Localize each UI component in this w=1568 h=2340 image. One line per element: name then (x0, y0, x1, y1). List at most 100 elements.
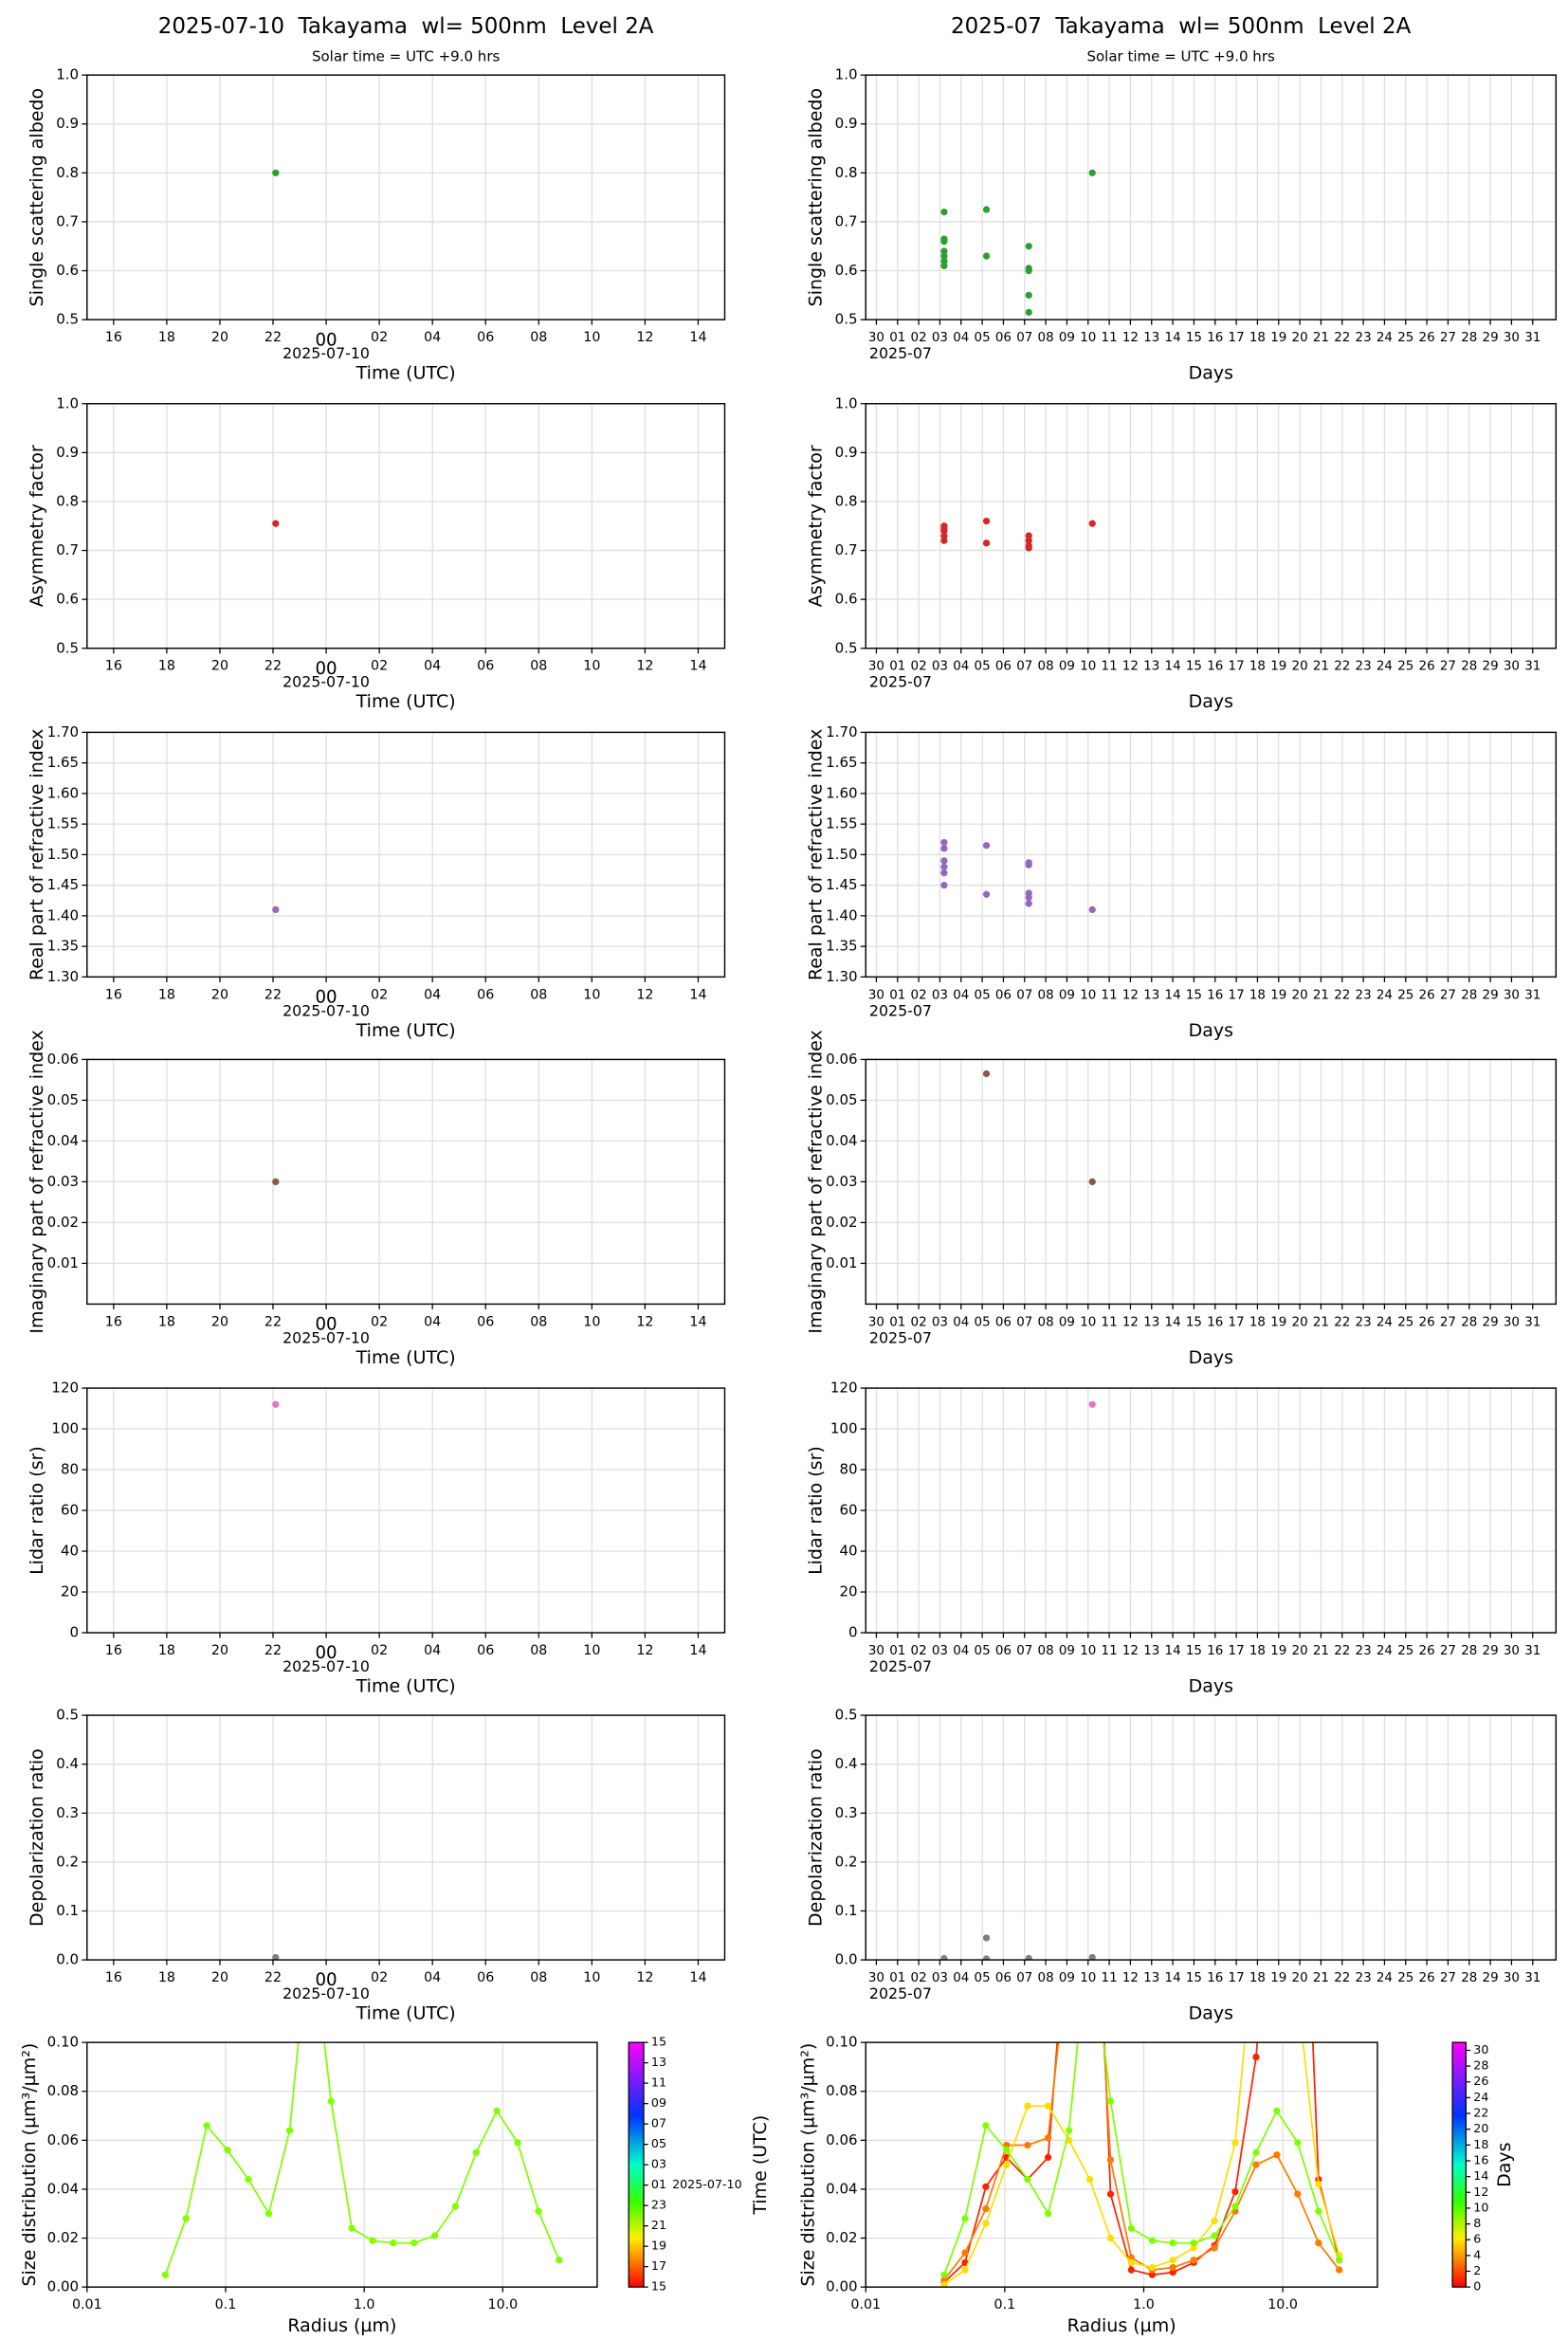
x-axis-label: Time (UTC) (356, 1347, 456, 1368)
colorbar-tick-label: 30 (1473, 2042, 1488, 2057)
x-tick-label: 27 (1440, 988, 1456, 1002)
x-tick-label: 31 (1524, 988, 1541, 1002)
x-tick-label: 01 (889, 660, 905, 674)
x-tick-label: 16 (105, 1970, 122, 1985)
point (1211, 2217, 1218, 2225)
y-tick-label: 1.0 (835, 66, 858, 83)
x-tick-label: 14 (689, 1643, 706, 1658)
y-tick-label: 0 (848, 1624, 858, 1641)
x-tick-label: 06 (995, 331, 1012, 345)
axes-frame (86, 1387, 726, 1634)
point (982, 2122, 990, 2130)
x-tick-label: 26 (1419, 660, 1435, 674)
line (943, 2042, 1340, 2280)
x-annotation: 2025-07-10 (283, 673, 370, 691)
y-tick-label: 0.7 (835, 541, 858, 558)
point (1044, 2134, 1052, 2142)
x-tick-label: 12 (1122, 660, 1139, 674)
x-tick-label: 11 (1102, 1971, 1118, 1985)
point (430, 2232, 439, 2239)
x-tick-label: 14 (1165, 1971, 1181, 1985)
x-tick-label: 11 (1102, 1315, 1118, 1329)
line (943, 2042, 1340, 2283)
y-tick-label: 0.04 (826, 1132, 857, 1149)
y-axis-label: Single scattering albedo (27, 88, 47, 306)
x-axis-label: Days (1189, 2003, 1233, 2024)
x-tick-label: 11 (1102, 331, 1118, 345)
colorbar-tick-label: 07 (651, 2116, 666, 2130)
x-tick-label: 11 (1102, 660, 1118, 674)
x-tick-label: 05 (975, 988, 991, 1002)
y-axis-label: Lidar ratio (sr) (27, 1446, 47, 1575)
y-tick-label: 1.70 (47, 723, 79, 740)
x-tick-label: 27 (1440, 1644, 1456, 1658)
y-tick-label: 0.5 (56, 311, 79, 328)
plot-area (940, 517, 1096, 552)
x-tick-label: 02 (911, 1315, 927, 1329)
axes-frame (865, 1058, 1558, 1306)
y-tick-label: 80 (839, 1461, 857, 1478)
point (1169, 2263, 1176, 2272)
x-tick-label: 16 (105, 659, 122, 674)
x-tick-label: 12 (636, 1314, 653, 1329)
x-tick-label: 30 (1504, 1644, 1520, 1658)
x-tick-label: 07 (1016, 331, 1032, 345)
x-tick-label: 06 (477, 659, 494, 674)
x-tick-label: 09 (1059, 660, 1075, 674)
x-tick-label: 19 (1270, 331, 1286, 345)
point (1336, 2266, 1343, 2274)
y-tick-label: 60 (61, 1502, 79, 1519)
point (1085, 2175, 1094, 2184)
point (961, 2249, 969, 2257)
x-tick-label: 14 (1165, 331, 1181, 345)
point (1315, 2181, 1322, 2188)
y-tick-label: 1.45 (47, 876, 79, 893)
x-tick-label: 18 (1249, 988, 1266, 1002)
y-tick-label: 0.10 (826, 2034, 857, 2051)
y-tick-label: 0.08 (47, 2082, 79, 2099)
x-tick-label: 11 (1102, 988, 1118, 1002)
colorbar-tick-label: 4 (1473, 2247, 1481, 2261)
point (272, 1178, 280, 1186)
point (327, 2097, 335, 2105)
y-tick-label: 120 (830, 1380, 858, 1397)
x-tick-label: 24 (1377, 1971, 1393, 1985)
x-tick-label: 17 (1229, 1971, 1245, 1985)
x-tick-label: 06 (477, 987, 494, 1002)
y-tick-label: 0.9 (56, 444, 79, 461)
x-tick-label: 15 (1186, 1644, 1202, 1658)
x-tick-label: 14 (689, 987, 706, 1002)
x-tick-label: 09 (1059, 1315, 1075, 1329)
x-tick-label: 07 (1016, 1644, 1032, 1658)
y-tick-label: 0.05 (47, 1091, 79, 1108)
y-tick-label: 0.8 (56, 492, 79, 509)
x-tick-label: 03 (932, 1971, 948, 1985)
x-axis-label: Time (UTC) (356, 1676, 456, 1697)
y-tick-label: 1.65 (47, 754, 79, 771)
point (982, 539, 991, 547)
x-tick-label: 10 (1080, 1644, 1096, 1658)
colorbar-tick-label: 10 (1473, 2200, 1488, 2214)
x-tick-label: 12 (1122, 1644, 1139, 1658)
panel: 0.5 0.6 0.7 0.8 0.9 1.0 16 18 20 22 002025-07-1002… (27, 394, 726, 712)
x-tick-label: 08 (530, 1970, 547, 1985)
x-tick-label: 10 (1080, 331, 1096, 345)
x-tick-label: 00 (315, 988, 337, 1008)
y-tick-label: 0.08 (826, 2082, 857, 2099)
x-axis-label: Time (UTC) (356, 363, 456, 384)
x-tick-label: 08 (530, 659, 547, 674)
point (1024, 2102, 1031, 2110)
point (982, 1934, 991, 1942)
x-tick-label: 10 (583, 330, 600, 345)
plot-area (940, 1934, 1096, 1961)
y-tick-label: 1.0 (56, 394, 79, 411)
x-tick-label: 10 (583, 1314, 600, 1329)
x-axis-label: Time (UTC) (356, 1020, 456, 1041)
y-tick-label: 0.9 (835, 444, 858, 461)
point (1024, 2175, 1031, 2184)
colorbar-tick-label: 09 (651, 2095, 666, 2110)
x-tick-label: 10 (583, 659, 600, 674)
colorbar-tick-label: 8 (1473, 2216, 1481, 2230)
panel: 0.01 0.02 0.03 0.04 0.05 0.06 16 18 20 22 002025-0… (27, 1030, 726, 1368)
y-tick-label: 0.06 (47, 1051, 79, 1068)
